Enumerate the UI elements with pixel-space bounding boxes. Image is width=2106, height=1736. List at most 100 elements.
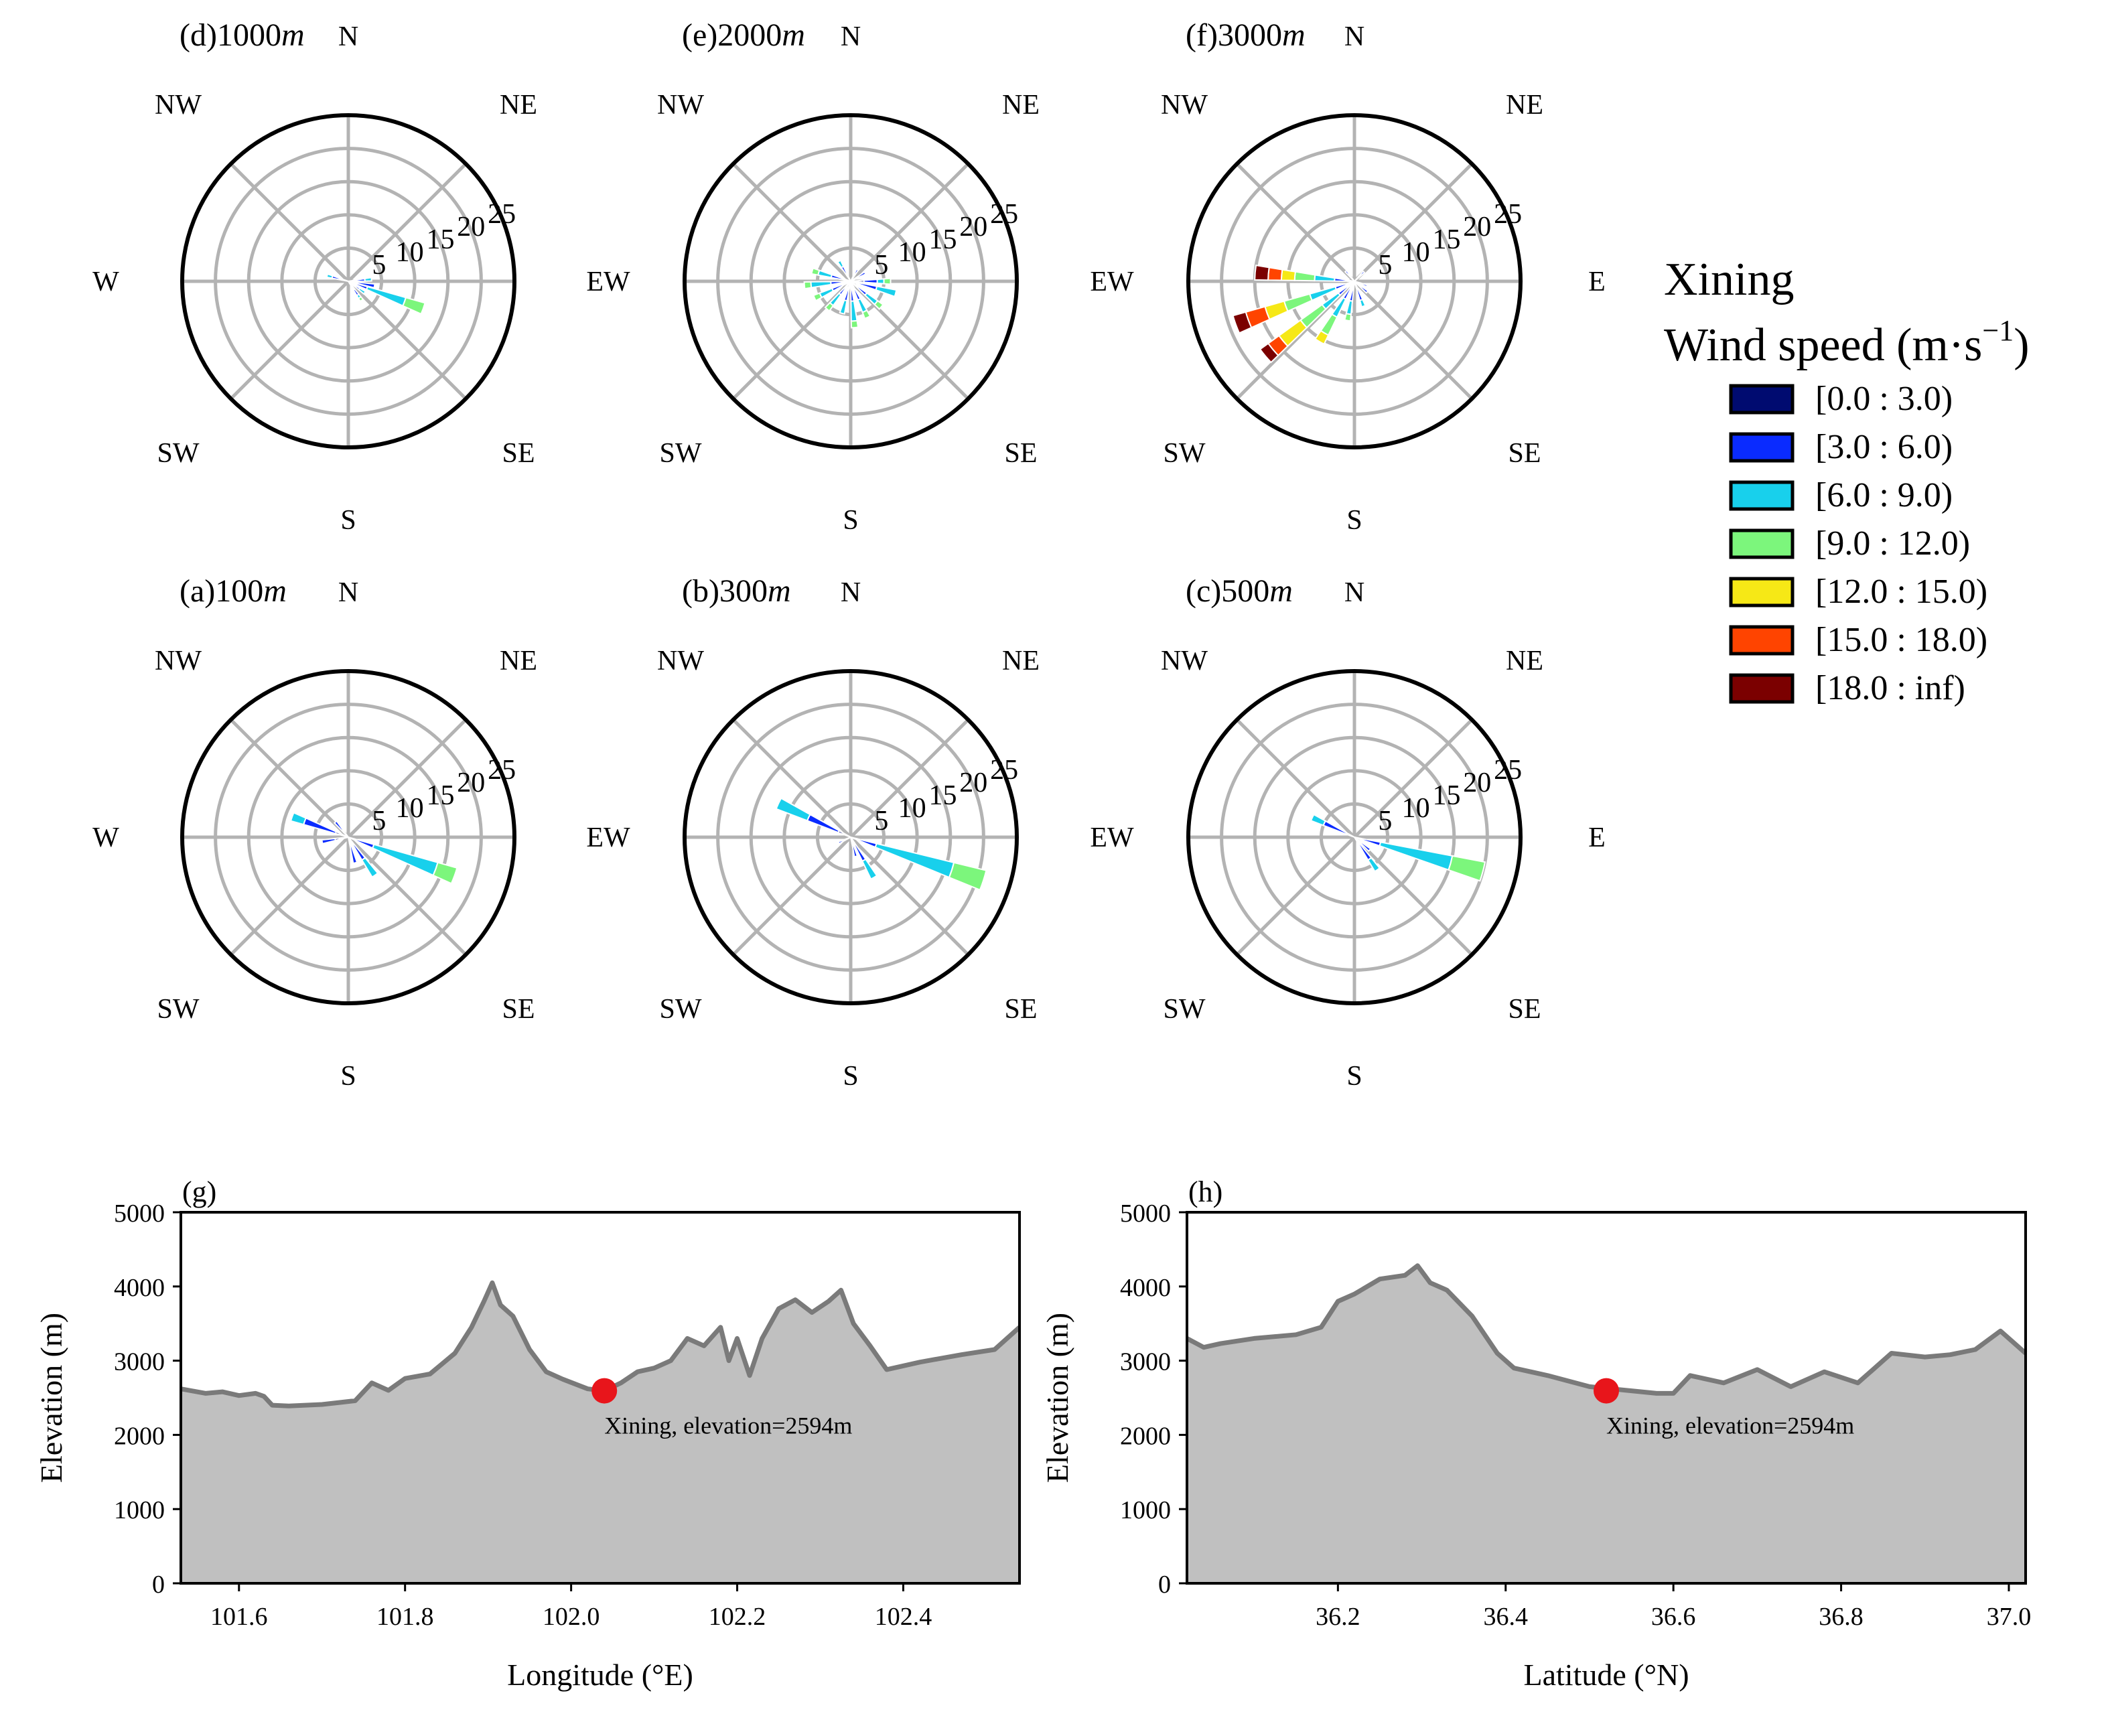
y-tick-label: 3000 bbox=[114, 1348, 165, 1376]
wind-wedge bbox=[810, 281, 832, 289]
wind-wedge bbox=[875, 285, 898, 298]
y-tick-label: 1000 bbox=[114, 1496, 165, 1524]
wind-wedge bbox=[850, 300, 858, 322]
wind-wedge bbox=[855, 271, 867, 280]
legend-swatch-1 bbox=[1729, 432, 1795, 463]
dir-label-se: SE bbox=[1004, 994, 1037, 1025]
y-axis-label: Elevation (m) bbox=[34, 1313, 68, 1483]
legend-label-0: [0.0 : 3.0) bbox=[1815, 380, 1953, 418]
elevation-panel-h: 0 1000 2000 3000 4000 5000 36.2 36.4 36.6 36.8 37.… bbox=[1040, 1175, 2031, 1692]
ring-label-15: 15 bbox=[426, 780, 454, 811]
dir-label-sw: SW bbox=[660, 438, 702, 469]
ring-label-10: 10 bbox=[898, 793, 926, 824]
windrose-panel-a: 5 10 15 20 25 NE SE S SW W NW (a)100m N bbox=[92, 573, 537, 1092]
dir-label-n: N bbox=[338, 577, 358, 608]
dir-label-w: EW bbox=[586, 267, 630, 297]
dir-label-w: EW bbox=[1090, 822, 1134, 853]
ring-label-20: 20 bbox=[457, 212, 485, 242]
grid-spoke bbox=[1353, 718, 1474, 839]
dir-label-s: S bbox=[843, 505, 858, 536]
legend-label-3: [9.0 : 12.0) bbox=[1815, 524, 1970, 563]
dir-label-ne: NE bbox=[500, 90, 537, 121]
legend-station: Xining bbox=[1664, 254, 1794, 305]
y-tick-label: 1000 bbox=[1120, 1496, 1171, 1524]
ring-label-10: 10 bbox=[1402, 793, 1430, 824]
legend-label-1: [3.0 : 6.0) bbox=[1815, 428, 1953, 466]
dir-label-s: S bbox=[1346, 505, 1362, 536]
wind-wedge bbox=[1358, 284, 1369, 294]
dir-label-ne: NE bbox=[1506, 90, 1543, 121]
plot-frame bbox=[1186, 1211, 2027, 1585]
rose-outer-circle bbox=[683, 669, 1019, 1005]
wind-wedge bbox=[837, 259, 845, 269]
wind-wedge bbox=[360, 857, 379, 878]
wind-wedge bbox=[1334, 277, 1349, 282]
dir-label-sw: SW bbox=[1164, 438, 1206, 469]
wind-wedge bbox=[289, 812, 307, 826]
dir-label-se: SE bbox=[502, 438, 535, 469]
legend-swatch-2 bbox=[1729, 480, 1795, 511]
dir-label-sw: SW bbox=[660, 994, 702, 1025]
grid-spoke bbox=[229, 162, 350, 283]
ring-label-25: 25 bbox=[990, 755, 1018, 786]
ring-label-10: 10 bbox=[1402, 237, 1430, 268]
rose-outer-circle bbox=[1186, 113, 1523, 449]
y-tick-label: 4000 bbox=[114, 1274, 165, 1302]
rose-outer-circle bbox=[683, 113, 1019, 449]
wind-wedge bbox=[1358, 270, 1366, 278]
grid-spoke bbox=[849, 718, 970, 839]
xining-marker bbox=[1594, 1378, 1619, 1404]
xining-marker bbox=[591, 1378, 618, 1404]
wind-wedge bbox=[948, 861, 987, 891]
grid-spoke bbox=[1235, 718, 1356, 839]
y-tick-label: 2000 bbox=[114, 1422, 165, 1450]
wind-wedge bbox=[1293, 271, 1316, 282]
wind-wedge bbox=[1280, 269, 1297, 281]
wind-wedge bbox=[873, 299, 884, 310]
panel-title-prefix: (b) bbox=[682, 573, 719, 609]
wind-wedge bbox=[830, 273, 845, 281]
grid-spoke bbox=[347, 718, 468, 839]
xining-annotation: Xining, elevation=2594m bbox=[1606, 1413, 1854, 1439]
x-tick-label: 36.2 bbox=[1316, 1603, 1360, 1631]
wind-wedge bbox=[837, 839, 846, 845]
dir-label-s: S bbox=[843, 1061, 858, 1092]
legend: Xining Wind speed (m·s−1) [0.0 : 3.0) [3.… bbox=[1664, 254, 2030, 707]
x-tick-label: 102.2 bbox=[709, 1603, 766, 1631]
dir-label-s: S bbox=[1346, 1061, 1362, 1092]
wind-wedge bbox=[824, 301, 835, 312]
panel-title-prefix: (c) bbox=[1186, 573, 1221, 609]
dir-label-w: EW bbox=[1090, 267, 1134, 297]
x-axis-label: Latitude (°N) bbox=[1523, 1658, 1689, 1692]
dir-label-se: SE bbox=[1508, 438, 1541, 469]
wind-wedge bbox=[331, 275, 343, 281]
wind-wedge bbox=[1345, 299, 1354, 315]
wind-wedge bbox=[811, 267, 821, 276]
dir-label-n: N bbox=[841, 577, 861, 608]
wind-wedge bbox=[839, 299, 848, 315]
wind-wedge bbox=[326, 273, 334, 279]
wind-wedge bbox=[1344, 312, 1352, 322]
dir-label-se: SE bbox=[1004, 438, 1037, 469]
panel-title-value: 1000 bbox=[217, 17, 281, 53]
dir-label-sw: SW bbox=[1164, 994, 1206, 1025]
panel-title-value: 3000 bbox=[1218, 17, 1282, 53]
dir-label-e: E bbox=[1588, 267, 1606, 297]
dir-label-w: EW bbox=[586, 822, 630, 853]
legend-title: Wind speed (m·s−1) bbox=[1664, 314, 2030, 371]
rose-outer-circle bbox=[1186, 669, 1523, 1005]
wind-wedge bbox=[1232, 311, 1253, 334]
panel-title-prefix: (d) bbox=[180, 17, 217, 53]
wind-wedge bbox=[803, 281, 813, 290]
x-tick-label: 36.8 bbox=[1819, 1603, 1864, 1631]
grid-spoke bbox=[849, 836, 970, 956]
dir-label-nw: NW bbox=[155, 646, 202, 676]
wind-wedge bbox=[1358, 298, 1366, 308]
dir-label-nw: NW bbox=[657, 646, 704, 676]
wind-wedge bbox=[1267, 267, 1283, 281]
ring-label-15: 15 bbox=[1432, 224, 1460, 255]
dir-label-e: E bbox=[1588, 822, 1606, 853]
dir-label-ne: NE bbox=[1002, 90, 1040, 121]
legend-swatch-4 bbox=[1729, 577, 1795, 607]
dir-label-n: N bbox=[1344, 21, 1364, 52]
